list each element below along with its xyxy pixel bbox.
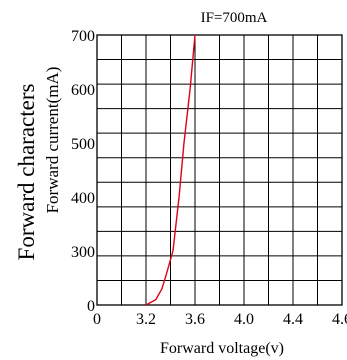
series-line (145, 34, 196, 306)
y-tick-label: 500 (71, 136, 95, 153)
y-tick-label: 700 (71, 28, 95, 45)
x-tick-labels: 0 3.2 3.6 4.0 4.4 4.6 (93, 311, 347, 328)
x-tick-label: 4.0 (234, 311, 254, 328)
x-tick-label: 3.2 (136, 311, 156, 328)
y-tick-label: 0 (87, 298, 95, 315)
series-layer (145, 34, 196, 306)
y-tick-label: 600 (71, 82, 95, 99)
y-axis-label: Forward current(mA) (43, 67, 62, 214)
x-tick-label: 4.4 (283, 311, 303, 328)
y-tick-label: 300 (71, 244, 95, 261)
grid-lines (97, 35, 342, 305)
plot-frame (96, 34, 343, 306)
x-tick-label: 0 (93, 311, 101, 328)
y-tick-labels: 0 300 400 500 600 700 (71, 28, 95, 315)
x-axis-label: Forward voltage(v) (160, 340, 284, 357)
y-tick-label: 400 (71, 190, 95, 207)
side-title: Forward characters (14, 84, 39, 261)
x-tick-label: 3.6 (185, 311, 205, 328)
chart-title: IF=700mA (201, 10, 268, 26)
x-tick-label: 4.6 (332, 311, 347, 328)
